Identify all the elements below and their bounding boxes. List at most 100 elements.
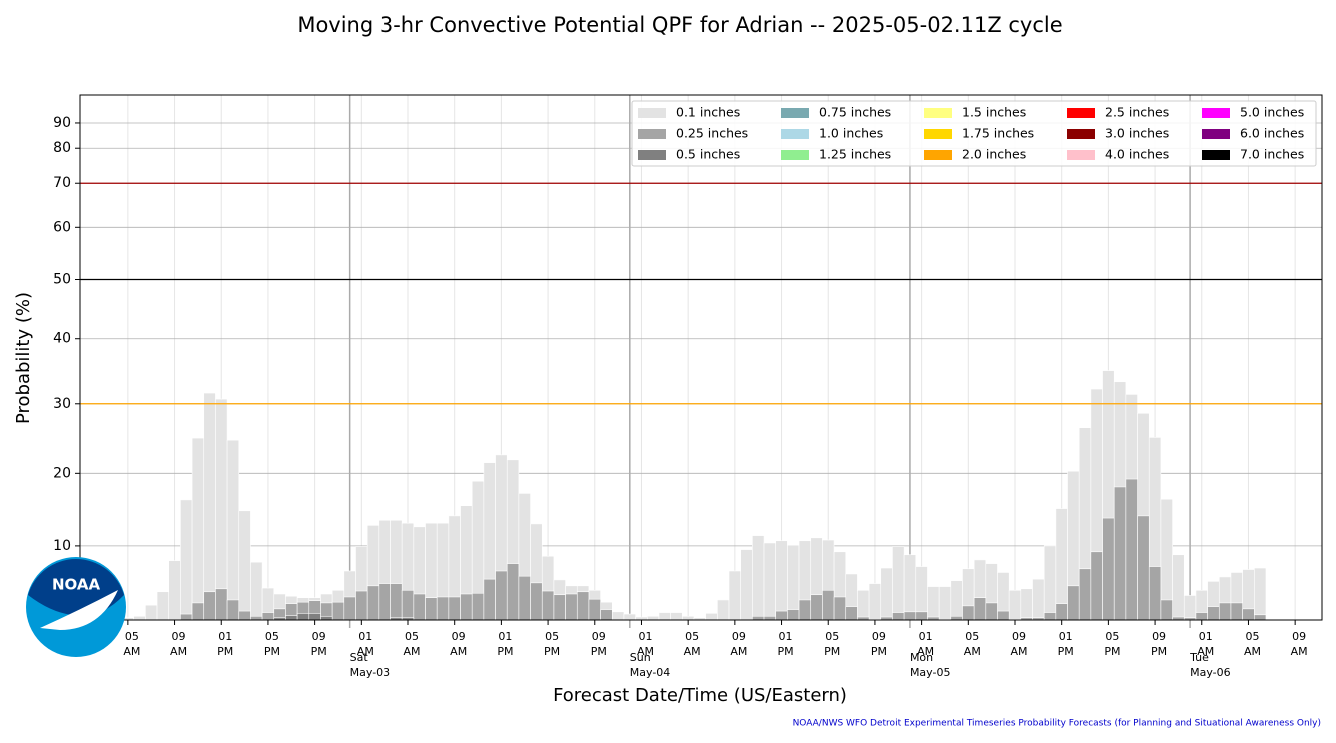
bar [903,611,917,621]
bar [1090,551,1103,621]
bar [670,612,683,621]
bar [763,615,777,621]
x-tick-label: 05 AM [123,630,141,658]
bar [390,583,403,621]
legend-swatch [1067,129,1095,139]
legend-swatch [924,129,952,139]
bar [997,610,1010,621]
day-label: Sun May-04 [629,651,671,679]
bar [647,615,660,621]
bar [1125,478,1138,621]
bar [1055,508,1068,621]
x-tick-label: 05 AM [403,630,421,658]
bar [1195,612,1208,621]
legend: 0.1 inches 0.25 inches 0.5 inches 0.75 inch… [631,100,1317,167]
x-tick-label: 05 AM [963,630,981,658]
x-tick-label: 09 AM [450,630,468,658]
bar [448,596,461,621]
legend-swatch [924,108,952,118]
y-tick-label: 90 [53,115,71,131]
bar [1032,578,1045,621]
bar [892,546,905,621]
bar [1043,612,1057,621]
legend-swatch [638,150,666,160]
bar [798,599,812,621]
y-tick-label: 70 [53,175,71,191]
bar [1102,517,1115,621]
legend-label: 4.0 inches [1105,147,1169,162]
day-label: Tue May-06 [1190,651,1231,679]
y-tick-label: 30 [53,396,71,412]
x-tick-label: 01 PM [497,630,514,658]
bar [203,591,216,621]
y-tick-label: 80 [53,140,71,156]
x-tick-label: 01 PM [217,630,234,658]
x-tick-label: 09 PM [1151,630,1168,658]
legend-swatch [1067,150,1095,160]
day-label: Sat May-03 [349,651,391,679]
x-tick-label: 05 AM [683,630,701,658]
x-tick-label: 05 PM [263,630,280,658]
bar [530,582,543,621]
bar [1043,545,1057,621]
x-tick-label: 09 AM [1290,630,1308,658]
bar [378,583,391,621]
bar [833,596,847,621]
bar [962,605,975,621]
x-tick-label: 09 PM [870,630,887,658]
bar [1148,566,1162,621]
bar [366,585,380,621]
bar [1008,589,1022,621]
bar [868,583,882,621]
bar [973,597,987,621]
x-tick-label: 05 AM [1243,630,1261,658]
x-tick-label: 01 PM [777,630,794,658]
bar [950,580,963,621]
bar [1137,515,1150,621]
bar [752,615,765,621]
bar [927,586,940,621]
bar [1113,486,1127,621]
bar [775,610,788,621]
bar [436,596,450,621]
x-tick-label: 09 PM [310,630,327,658]
x-tick-label: 01 AM [636,630,654,658]
bar [740,549,753,621]
x-tick-label: 05 PM [824,630,841,658]
bar [892,612,905,621]
legend-swatch [638,129,666,139]
noaa-logo: NOAA [26,557,126,657]
bar [413,593,426,621]
bar [658,612,671,621]
bar [1183,595,1197,621]
bar [1253,567,1267,621]
bar [822,589,835,621]
bar [331,601,345,621]
x-tick-label: 01 PM [1057,630,1074,658]
bar [810,594,823,621]
bar [215,398,228,621]
bar [1020,588,1033,621]
bar [1253,614,1267,621]
bar [903,554,917,621]
bar [1207,606,1220,621]
bar [565,593,578,621]
bar [728,570,741,621]
bar [180,499,193,621]
chart-title: Moving 3-hr Convective Potential QPF for… [297,13,1062,37]
bar [296,613,310,621]
bar [483,578,496,621]
bar [460,593,473,621]
y-tick-label: 60 [53,219,71,235]
x-tick-label: 09 AM [1010,630,1028,658]
legend-swatch [1067,108,1095,118]
bar [250,615,263,621]
legend-label: 1.25 inches [819,147,891,162]
bar [1218,602,1232,621]
x-tick-label: 01 AM [1197,630,1215,658]
legend-label: 0.1 inches [676,105,740,120]
bar [261,612,275,621]
x-tick-label: 09 AM [730,630,748,658]
y-tick-label: 20 [53,465,71,481]
